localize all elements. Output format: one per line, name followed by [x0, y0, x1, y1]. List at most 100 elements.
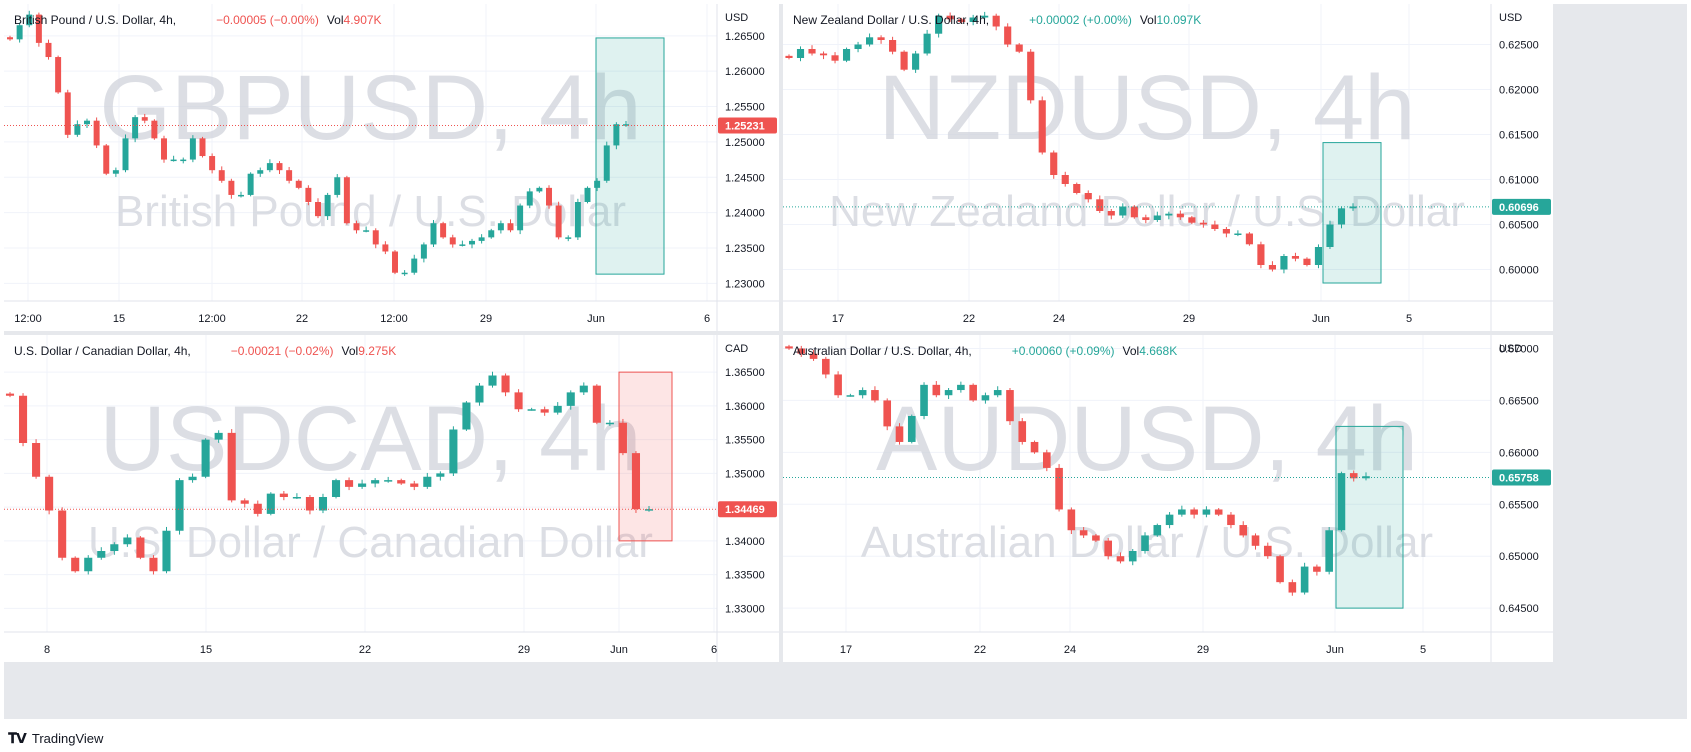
candle	[808, 45, 816, 56]
last-price-badge[interactable]: 1.25231	[718, 117, 777, 134]
time-tick-label: 6	[704, 313, 710, 325]
symbol-legend[interactable]: British Pound / U.S. Dollar, 4h, −0.00005…	[14, 13, 382, 27]
candle	[488, 228, 495, 239]
candle	[969, 14, 977, 26]
candle	[618, 418, 627, 456]
time-tick-label: 17	[832, 313, 844, 325]
price-tick-label: 0.67000	[1499, 344, 1539, 356]
candle	[71, 556, 80, 573]
candle	[1280, 253, 1288, 274]
volume-value: 9.275K	[358, 344, 397, 358]
candle	[149, 555, 158, 575]
candle	[238, 191, 244, 198]
candle	[574, 198, 581, 240]
symbol-legend[interactable]: New Zealand Dollar / U.S. Dollar, 4h, +0.…	[793, 13, 1201, 27]
candle	[122, 134, 129, 173]
candle	[785, 344, 793, 350]
candle	[449, 426, 458, 476]
candle	[536, 186, 543, 193]
gbpusd-chart-panel[interactable]: GBPUSD, 4h British Pound / U.S. Dollar USD…	[4, 4, 779, 331]
price-tick-label: 1.24500	[725, 172, 765, 184]
candle	[112, 167, 119, 177]
candle	[1165, 211, 1173, 220]
candle	[440, 221, 447, 239]
candle	[45, 474, 54, 515]
symbol-title: British Pound / U.S. Dollar, 4h,	[14, 13, 177, 27]
candle	[372, 228, 379, 249]
candle	[64, 89, 71, 139]
gbpusd-chart-svg[interactable]: GBPUSD, 4h British Pound / U.S. Dollar USD…	[4, 4, 779, 331]
candle	[1211, 220, 1219, 232]
candle	[1153, 211, 1161, 223]
candle	[1300, 562, 1309, 595]
usdcad-chart-svg[interactable]: USDCAD, 4h U.S. Dollar / Canadian Dollar C…	[4, 335, 779, 662]
candle	[579, 382, 588, 395]
candle	[889, 36, 897, 55]
last-price-badge[interactable]: 0.65758	[1492, 469, 1551, 486]
candle	[935, 13, 943, 38]
candle	[866, 33, 874, 47]
time-tick-label: 17	[840, 644, 852, 656]
currency-label: CAD	[725, 343, 748, 355]
watermark-description: U.S. Dollar / Canadian Dollar	[88, 518, 653, 567]
candle	[401, 270, 408, 276]
price-tick-label: 1.33000	[725, 603, 765, 615]
candle	[1050, 150, 1058, 179]
nzdusd-chart-svg[interactable]: NZDUSD, 4h New Zealand Dollar / U.S. Doll…	[783, 4, 1553, 331]
short-position-box[interactable]	[618, 371, 673, 542]
last-price-badge[interactable]: 0.60696	[1492, 198, 1551, 215]
symbol-legend[interactable]: U.S. Dollar / Canadian Dollar, 4h, −0.000…	[14, 344, 396, 358]
candle	[944, 388, 953, 400]
candle	[214, 430, 223, 443]
long-position-box[interactable]	[1322, 142, 1382, 284]
candle	[286, 166, 293, 184]
candle	[854, 41, 862, 53]
price-tick-label: 1.24000	[725, 208, 765, 220]
currency-label: USD	[725, 12, 748, 24]
candle	[842, 47, 851, 63]
time-tick-label: 29	[1183, 313, 1195, 325]
candle	[594, 178, 601, 192]
candle	[1061, 171, 1069, 187]
candle	[110, 542, 119, 555]
price-change: −0.00021 (−0.02%)	[230, 344, 334, 358]
candle	[488, 371, 497, 388]
candle	[420, 242, 427, 263]
usdcad-chart-panel[interactable]: USDCAD, 4h U.S. Dollar / Canadian Dollar C…	[4, 335, 779, 662]
candle	[1104, 538, 1112, 560]
candle	[1188, 215, 1196, 225]
candle	[846, 393, 855, 397]
candle	[981, 11, 989, 20]
last-price-badge[interactable]: 1.34469	[718, 501, 777, 518]
time-tick-label: 12:00	[380, 313, 408, 325]
candle	[7, 35, 13, 41]
candle	[84, 555, 93, 575]
audusd-chart-panel[interactable]: AUDUSD, 4h Australian Dollar / U.S. Dolla…	[783, 335, 1553, 662]
candle	[1325, 527, 1333, 575]
time-tick-label: 12:00	[198, 313, 226, 325]
candle	[161, 135, 167, 163]
candle	[858, 387, 867, 399]
long-position-box[interactable]	[1335, 425, 1404, 609]
candle	[295, 179, 302, 190]
candle	[1313, 564, 1321, 576]
candle	[151, 119, 158, 140]
candle	[97, 547, 106, 560]
candle	[1337, 471, 1346, 532]
symbol-legend[interactable]: Australian Dollar / U.S. Dollar, 4h, +0.0…	[793, 344, 1177, 358]
time-tick-label: 12:00	[14, 313, 42, 325]
candle	[93, 117, 100, 149]
nzdusd-chart-panel[interactable]: NZDUSD, 4h New Zealand Dollar / U.S. Doll…	[783, 4, 1553, 331]
price-tick-label: 0.66500	[1499, 395, 1539, 407]
audusd-chart-svg[interactable]: AUDUSD, 4h Australian Dollar / U.S. Dolla…	[783, 335, 1553, 662]
footer-branding[interactable]: 𝐓𝗩 TradingView	[8, 727, 103, 749]
candle	[565, 235, 572, 242]
candle	[946, 12, 954, 22]
volume-label: Vol	[326, 13, 344, 27]
candle	[363, 226, 370, 233]
candle	[1276, 554, 1284, 584]
candle	[871, 386, 879, 403]
candle	[343, 175, 350, 225]
candle	[1055, 464, 1063, 512]
candle	[74, 120, 81, 137]
